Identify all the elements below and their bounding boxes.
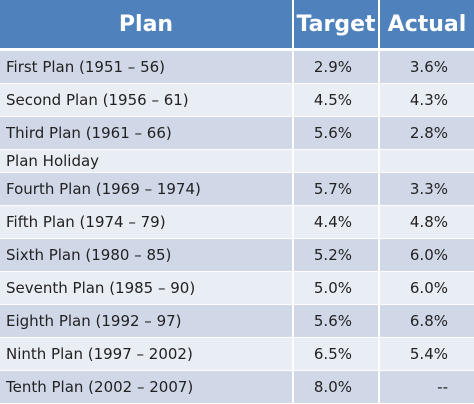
table-row: Plan Holiday	[0, 149, 474, 173]
target-cell: 8.0%	[293, 370, 380, 404]
table-row: Third Plan (1961 – 66) 5.6% 2.8%	[0, 116, 474, 150]
table-row: Second Plan (1956 – 61) 4.5% 4.3%	[0, 83, 474, 117]
actual-cell: 6.0%	[379, 271, 474, 305]
actual-cell: 4.3%	[379, 83, 474, 117]
plan-cell: Eighth Plan (1992 – 97)	[0, 304, 294, 338]
plan-cell: Fifth Plan (1974 – 79)	[0, 205, 294, 239]
actual-cell: 5.4%	[379, 337, 474, 371]
actual-cell: 4.8%	[379, 205, 474, 239]
header-plan: Plan	[0, 0, 294, 51]
table-row: Sixth Plan (1980 – 85) 5.2% 6.0%	[0, 238, 474, 272]
target-cell: 4.5%	[293, 83, 380, 117]
plan-cell: Sixth Plan (1980 – 85)	[0, 238, 294, 272]
actual-cell: 6.0%	[379, 238, 474, 272]
target-cell: 5.6%	[293, 116, 380, 150]
plan-cell: Ninth Plan (1997 – 2002)	[0, 337, 294, 371]
plan-cell: Third Plan (1961 – 66)	[0, 116, 294, 150]
table-row: Seventh Plan (1985 – 90) 5.0% 6.0%	[0, 271, 474, 305]
target-cell: 5.6%	[293, 304, 380, 338]
target-cell	[293, 149, 380, 173]
plan-cell: Tenth Plan (2002 – 2007)	[0, 370, 294, 404]
target-cell: 5.2%	[293, 238, 380, 272]
target-cell: 5.0%	[293, 271, 380, 305]
header-row: Plan Target Actual	[0, 0, 474, 51]
actual-cell: 3.6%	[379, 49, 474, 84]
target-cell: 4.4%	[293, 205, 380, 239]
table-body: First Plan (1951 – 56) 2.9% 3.6% Second …	[0, 49, 474, 404]
actual-cell: 3.3%	[379, 172, 474, 206]
target-cell: 5.7%	[293, 172, 380, 206]
table-row: Ninth Plan (1997 – 2002) 6.5% 5.4%	[0, 337, 474, 371]
header-target: Target	[293, 0, 380, 51]
table-row: Eighth Plan (1992 – 97) 5.6% 6.8%	[0, 304, 474, 338]
actual-cell: 6.8%	[379, 304, 474, 338]
table-header: Plan Target Actual	[0, 0, 474, 51]
header-actual: Actual	[379, 0, 474, 51]
actual-cell: --	[379, 370, 474, 404]
table-row: First Plan (1951 – 56) 2.9% 3.6%	[0, 49, 474, 84]
target-cell: 6.5%	[293, 337, 380, 371]
plan-cell: Plan Holiday	[0, 149, 294, 173]
actual-cell: 2.8%	[379, 116, 474, 150]
actual-cell	[379, 149, 474, 173]
plan-cell: First Plan (1951 – 56)	[0, 49, 294, 84]
table-row: Fourth Plan (1969 – 1974) 5.7% 3.3%	[0, 172, 474, 206]
table-row: Tenth Plan (2002 – 2007) 8.0% --	[0, 370, 474, 404]
plan-cell: Fourth Plan (1969 – 1974)	[0, 172, 294, 206]
table-row: Fifth Plan (1974 – 79) 4.4% 4.8%	[0, 205, 474, 239]
target-cell: 2.9%	[293, 49, 380, 84]
plan-cell: Second Plan (1956 – 61)	[0, 83, 294, 117]
plan-cell: Seventh Plan (1985 – 90)	[0, 271, 294, 305]
